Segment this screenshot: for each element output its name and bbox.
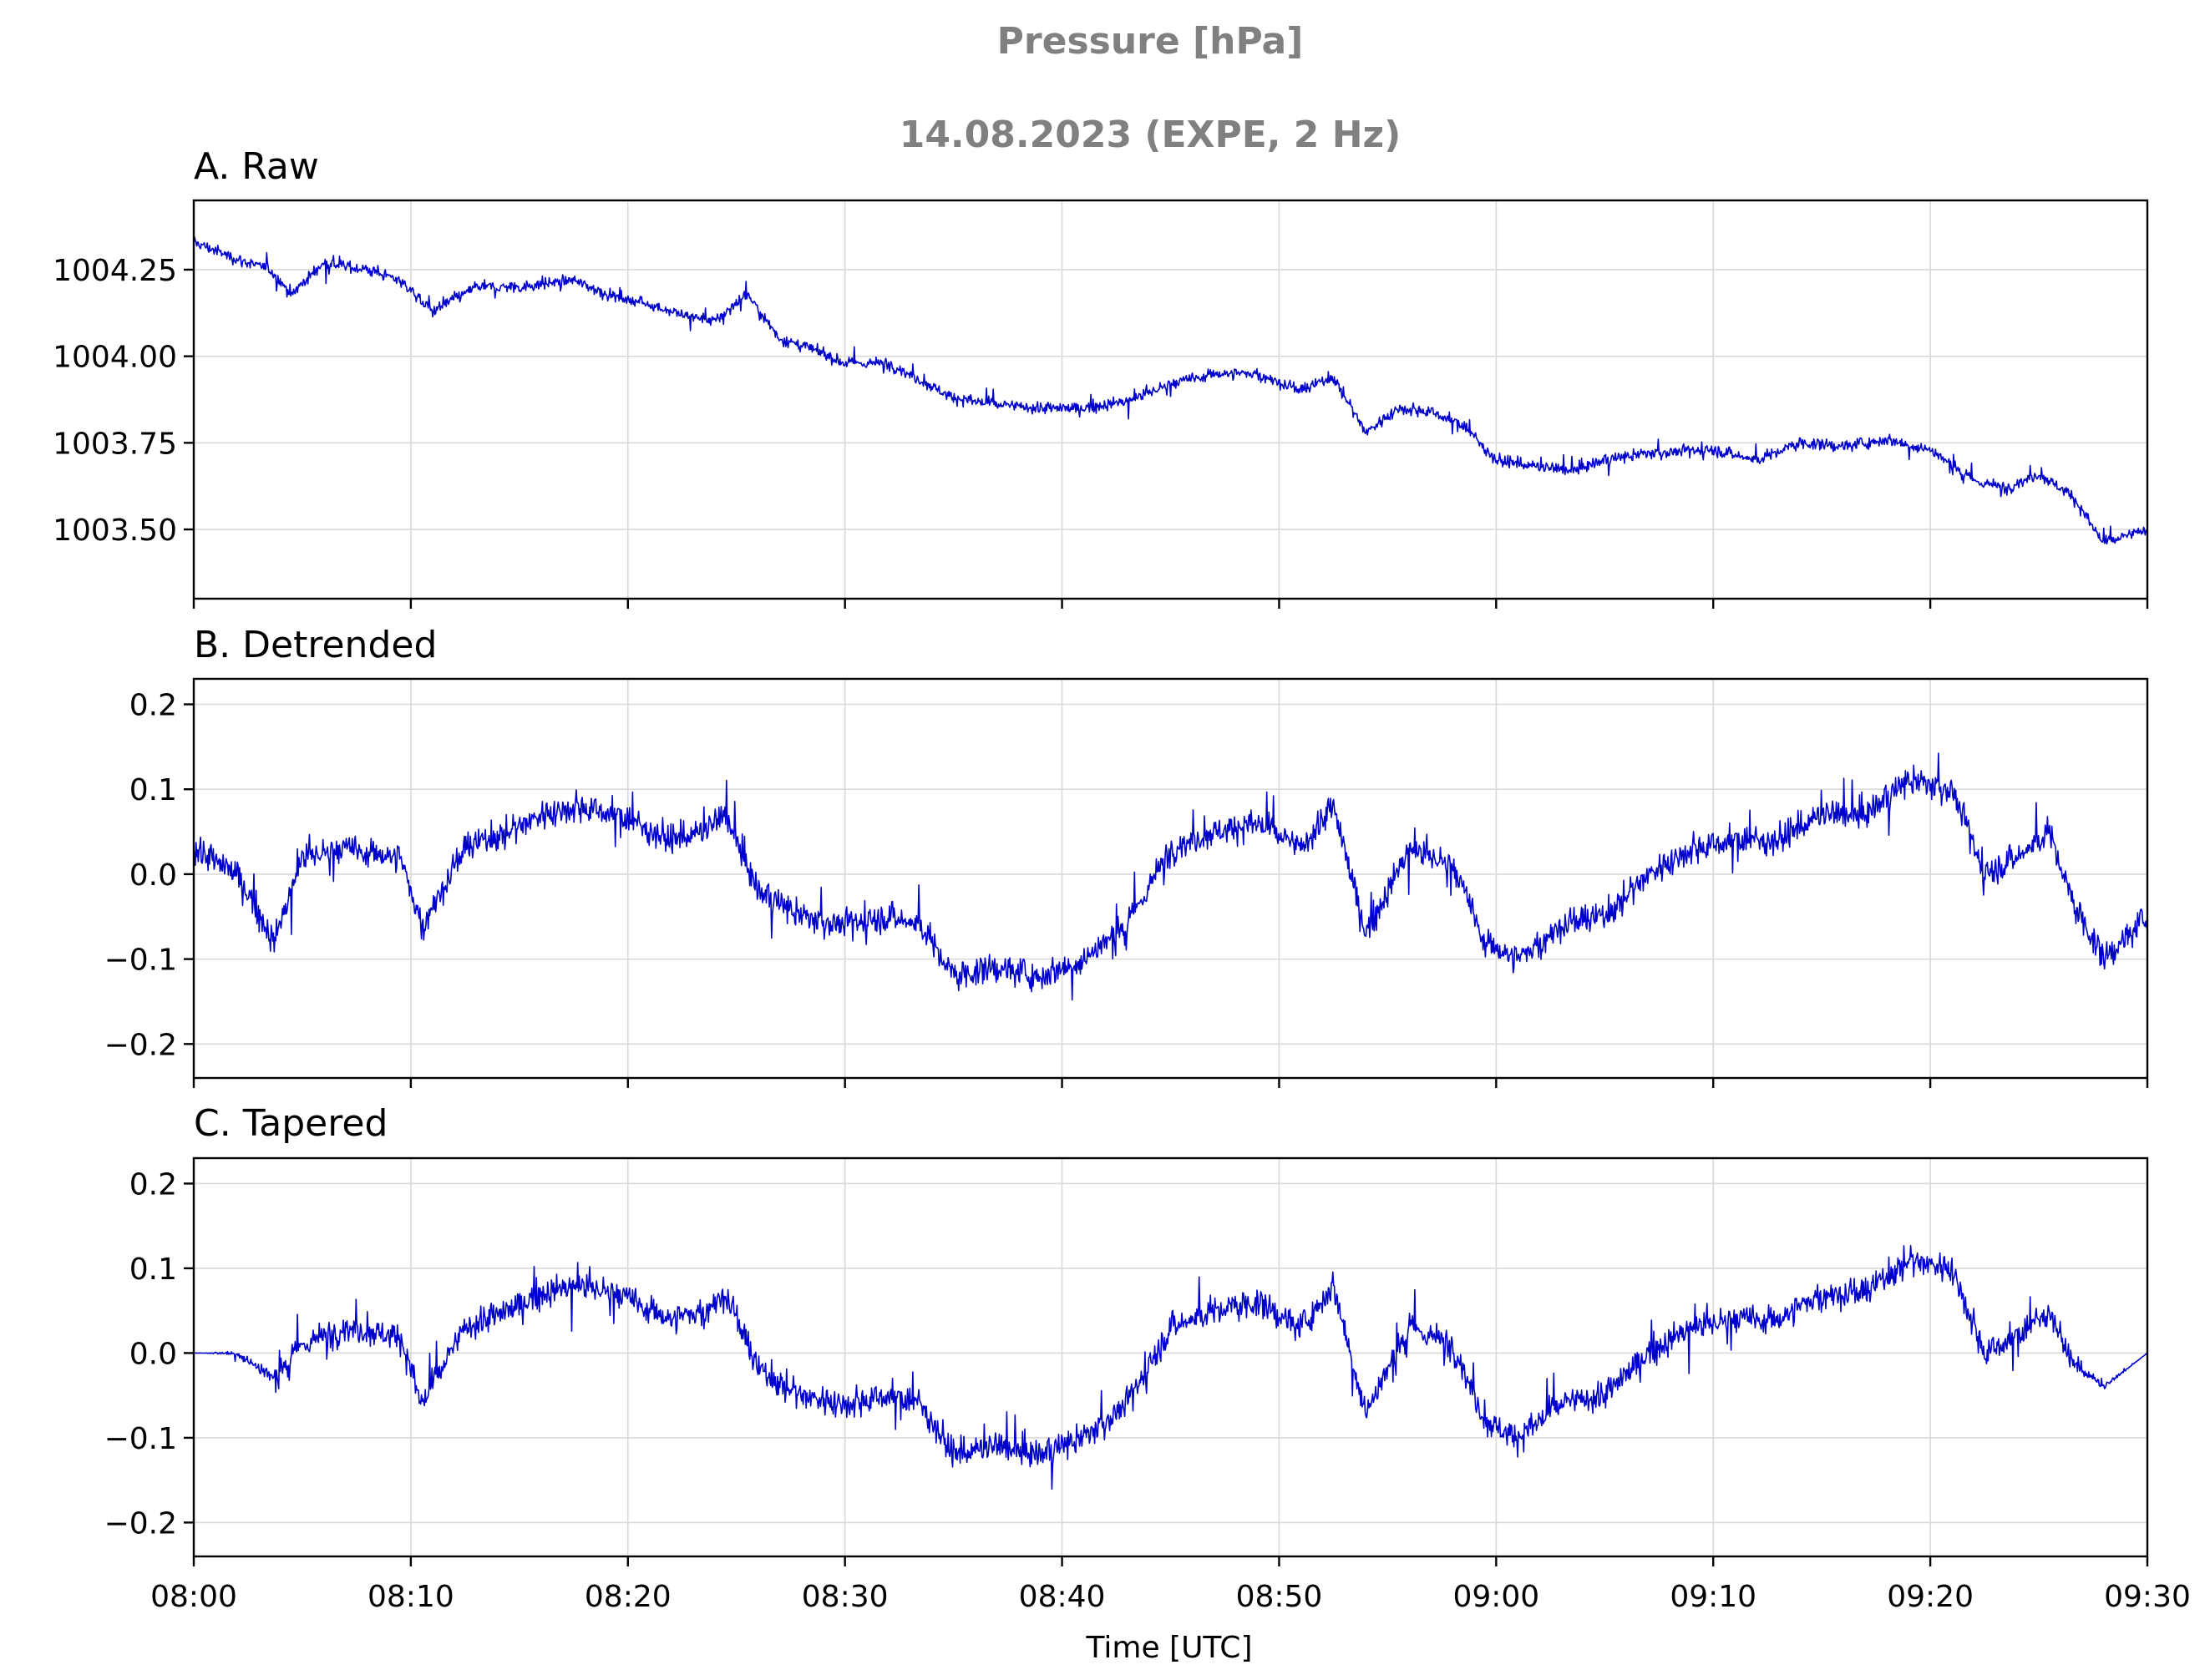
x-axis-label: Time [UTC] (1085, 1631, 1252, 1665)
x-tick-label: 09:00 (1452, 1580, 1539, 1614)
y-tick-label: −0.2 (104, 1028, 177, 1062)
panel-title-tapered: C. Tapered (194, 1102, 388, 1145)
panel-tapered: C. Tapered −0.2 −0.1 0.0 0.1 0.2 (104, 1102, 2149, 1566)
pressure-series-line (193, 752, 2148, 1001)
y-tick-label: 1003.75 (53, 427, 177, 461)
x-tick-label: 08:40 (1019, 1580, 1106, 1614)
pressure-series-line (193, 235, 2148, 545)
x-tick-label: 08:20 (585, 1580, 672, 1614)
axes-frame (192, 199, 2149, 600)
y-tick-label: 1004.00 (53, 341, 177, 375)
figure-title: Pressure [hPa] (997, 20, 1304, 63)
panel-title-detrended: B. Detrended (194, 624, 437, 666)
panel-raw: A. Raw 1003.50 1003.75 1004.00 1004.25 (53, 145, 2149, 609)
x-tick-label: 09:20 (1887, 1580, 1974, 1614)
x-tick-label: 08:10 (367, 1580, 454, 1614)
x-tick-label: 08:00 (150, 1580, 237, 1614)
axes-frame (192, 1156, 2149, 1558)
y-tick-label: −0.2 (104, 1506, 177, 1541)
axes-frame (192, 677, 2149, 1080)
y-tick-label: 0.1 (129, 773, 177, 807)
x-tick-label: 09:30 (2104, 1580, 2191, 1614)
panel-title-raw: A. Raw (194, 145, 319, 188)
y-tick-label: 1003.50 (53, 514, 177, 548)
y-tick-label: 0.0 (129, 1337, 177, 1371)
x-tick-label: 08:50 (1236, 1580, 1323, 1614)
x-tick-labels: 08:00 08:10 08:20 08:30 08:40 08:50 09:00 09:10… (150, 1580, 2191, 1614)
y-tick-label: 0.2 (129, 1167, 177, 1202)
y-tick-label: −0.1 (104, 1422, 177, 1456)
y-tick-label: −0.1 (104, 944, 177, 978)
x-tick-label: 09:10 (1670, 1580, 1756, 1614)
x-tick-label: 08:30 (802, 1580, 889, 1614)
y-tick-label: 0.2 (129, 689, 177, 723)
panel-detrended: B. Detrended −0.2 −0.1 0.0 0.1 0.2 (104, 624, 2149, 1088)
pressure-series-line (194, 1244, 2148, 1490)
y-tick-label: 0.0 (129, 858, 177, 893)
y-tick-label: 1004.25 (53, 254, 177, 288)
y-tick-label: 0.1 (129, 1252, 177, 1287)
figure-subtitle: 14.08.2023 (EXPE, 2 Hz) (900, 114, 1402, 156)
